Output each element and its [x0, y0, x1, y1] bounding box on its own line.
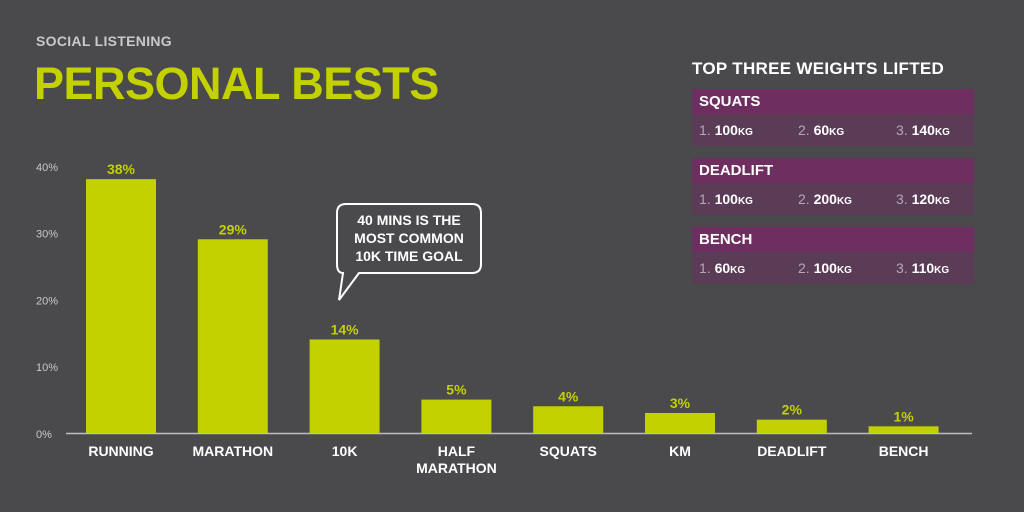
data-label: 3%	[670, 395, 691, 411]
bar	[309, 339, 380, 433]
y-tick-label: 30%	[36, 229, 58, 241]
weight-value: 120	[911, 191, 935, 207]
data-label: 14%	[331, 321, 360, 337]
lift-name: BENCH	[692, 227, 974, 252]
unit-label: KG	[730, 265, 746, 276]
bar	[645, 412, 715, 433]
lift-entry: 3. 110KG	[896, 260, 949, 276]
category-label: SQUATS	[540, 443, 597, 459]
rank-label: 1.	[699, 191, 711, 207]
lift-card-deadlift: DEADLIFT 1. 100KG 2. 200KG 3. 120KG	[692, 158, 974, 215]
unit-label: KG	[737, 196, 753, 207]
lift-name: SQUATS	[692, 89, 974, 114]
page-title: PERSONAL BESTS	[34, 58, 439, 109]
lift-entry: 3. 140KG	[896, 122, 950, 138]
unit-label: KG	[737, 127, 753, 138]
category-label: 10K	[332, 443, 358, 459]
unit-label: KG	[829, 127, 845, 138]
bar	[86, 179, 156, 433]
weight-value: 200	[813, 191, 837, 207]
weights-panel-title: TOP THREE WEIGHTS LIFTED	[692, 59, 945, 78]
lift-entry: 2. 100KG	[798, 260, 896, 276]
lift-name: DEADLIFT	[692, 158, 974, 183]
rank-label: 3.	[896, 191, 908, 207]
unit-label: KG	[934, 265, 950, 276]
unit-label: KG	[934, 196, 950, 207]
category-label: HALF	[438, 443, 476, 459]
annotation-text: MOST COMMON	[354, 230, 464, 246]
y-tick-label: 20%	[36, 295, 58, 307]
bar	[868, 426, 939, 433]
rank-label: 1.	[699, 260, 711, 276]
data-label: 38%	[107, 161, 136, 177]
data-label: 4%	[558, 388, 579, 404]
annotation-text: 10K TIME GOAL	[355, 248, 463, 264]
rank-label: 2.	[798, 122, 810, 138]
bar	[421, 399, 492, 433]
lift-entry: 2. 60KG	[798, 122, 896, 138]
data-label: 1%	[893, 408, 914, 424]
y-tick-label: 10%	[36, 362, 58, 374]
y-tick-label: 0%	[36, 429, 52, 441]
weight-value: 110	[911, 260, 935, 276]
lift-entry: 1. 100KG	[699, 122, 798, 138]
weight-value: 60	[714, 260, 731, 276]
lift-entries: 1. 60KG 2. 100KG 3. 110KG	[692, 252, 974, 284]
weight-value: 140	[911, 122, 935, 138]
rank-label: 2.	[798, 191, 810, 207]
category-label: MARATHON	[192, 443, 273, 459]
lift-entry: 2. 200KG	[798, 191, 896, 207]
rank-label: 3.	[896, 122, 908, 138]
annotation-text: 40 MINS IS THE	[357, 212, 460, 228]
unit-label: KG	[836, 196, 852, 207]
lift-entry: 1. 60KG	[699, 260, 798, 276]
category-label: BENCH	[879, 443, 929, 459]
kicker-label: SOCIAL LISTENING	[36, 33, 172, 49]
weight-value: 60	[813, 122, 830, 138]
rank-label: 2.	[798, 260, 810, 276]
y-tick-label: 40%	[36, 162, 58, 174]
lift-entries: 1. 100KG 2. 200KG 3. 120KG	[692, 183, 974, 215]
data-label: 2%	[782, 402, 803, 418]
weight-value: 100	[714, 191, 738, 207]
unit-label: KG	[934, 127, 950, 138]
category-label: DEADLIFT	[757, 443, 827, 459]
data-label: 29%	[219, 221, 248, 237]
bar	[533, 406, 604, 433]
lift-card-squats: SQUATS 1. 100KG 2. 60KG 3. 140KG	[692, 89, 974, 146]
lift-entries: 1. 100KG 2. 60KG 3. 140KG	[692, 114, 974, 146]
rank-label: 3.	[896, 260, 908, 276]
lift-card-bench: BENCH 1. 60KG 2. 100KG 3. 110KG	[692, 227, 974, 284]
category-label: KM	[669, 443, 691, 459]
rank-label: 1.	[699, 122, 711, 138]
unit-label: KG	[836, 265, 852, 276]
weight-value: 100	[813, 260, 837, 276]
lift-entry: 1. 100KG	[699, 191, 798, 207]
category-label: MARATHON	[416, 460, 497, 476]
lift-entry: 3. 120KG	[896, 191, 950, 207]
category-label: RUNNING	[88, 443, 153, 459]
annotation-bubble	[336, 203, 482, 301]
bar	[197, 239, 268, 433]
weight-value: 100	[714, 122, 738, 138]
bar	[756, 419, 827, 433]
data-label: 5%	[446, 382, 467, 398]
